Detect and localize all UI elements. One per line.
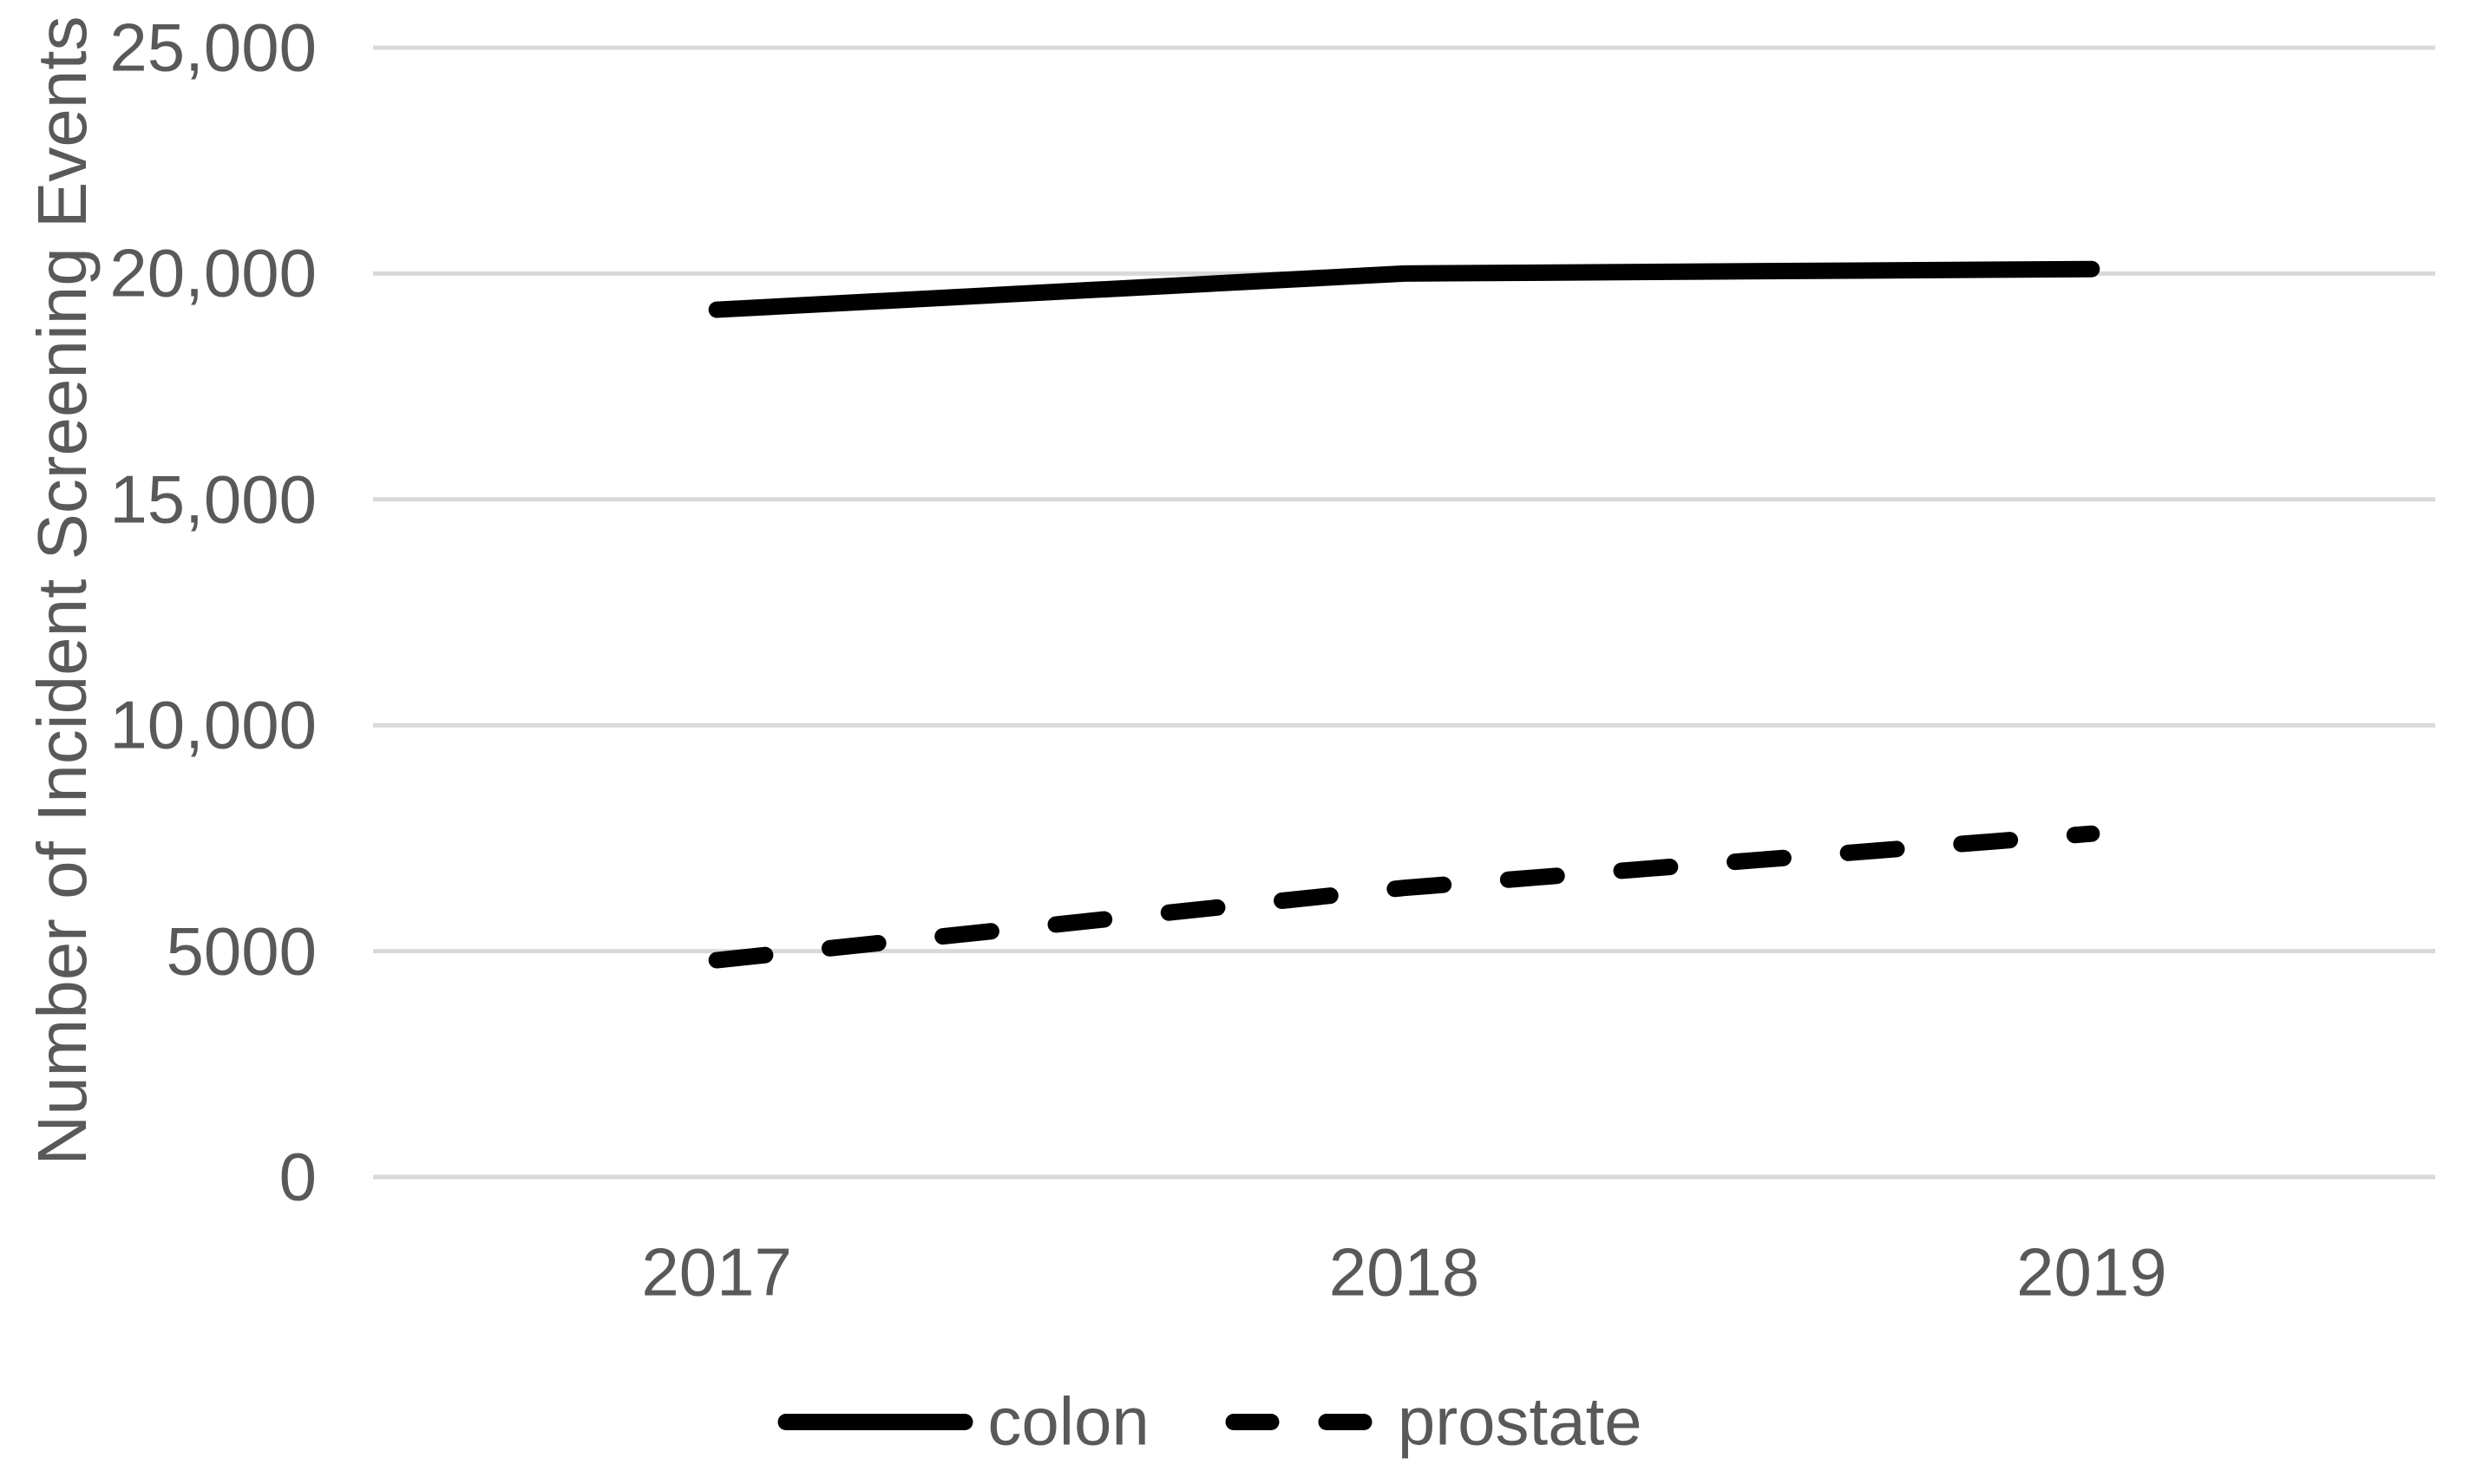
y-tick-label: 20,000 bbox=[109, 234, 317, 311]
series-line-colon bbox=[708, 260, 2100, 318]
legend-label-prostate: prostate bbox=[1397, 1383, 1642, 1460]
legend-label-colon: colon bbox=[987, 1383, 1150, 1460]
y-tick-label: 0 bbox=[278, 1138, 317, 1215]
y-tick-label: 15,000 bbox=[109, 461, 317, 538]
x-tick-label: 2018 bbox=[1328, 1233, 1480, 1311]
legend-solid-line-swatch bbox=[777, 1413, 973, 1430]
legend-dashed-line-swatch bbox=[1225, 1413, 1373, 1430]
x-tick-label: 2017 bbox=[641, 1233, 792, 1311]
series-lines bbox=[708, 260, 2100, 969]
y-tick-label: 10,000 bbox=[109, 686, 317, 763]
gridlines bbox=[373, 45, 2435, 1180]
x-tick-label: 2019 bbox=[2016, 1233, 2167, 1311]
series-line-prostate bbox=[708, 825, 2100, 969]
y-tick-label: 25,000 bbox=[109, 9, 317, 86]
y-tick-label: 5000 bbox=[166, 912, 317, 990]
legend: colon prostate bbox=[0, 1383, 2444, 1461]
